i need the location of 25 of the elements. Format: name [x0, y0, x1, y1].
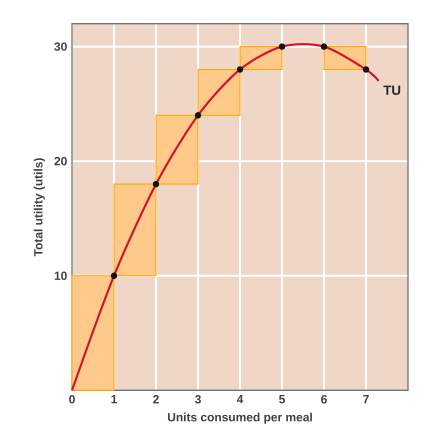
bar	[71, 275, 115, 391]
point	[278, 43, 286, 50]
x-tick-label: 6	[321, 395, 327, 404]
x-tick-label: 5	[279, 395, 285, 404]
series-label: TU	[383, 86, 400, 95]
point	[362, 66, 370, 73]
x-tick-label: 4	[236, 395, 244, 404]
point	[152, 180, 160, 188]
point	[320, 43, 328, 50]
y-tick-label: 30	[54, 42, 67, 51]
point	[236, 66, 244, 73]
x-tick-label: 1	[111, 395, 117, 404]
x-tick-label: 7	[363, 395, 369, 404]
point	[194, 112, 202, 119]
point	[110, 272, 118, 279]
y-tick-label: 20	[54, 156, 67, 166]
bar	[155, 114, 199, 185]
bar	[197, 68, 241, 116]
y-tick-label: 10	[54, 272, 67, 280]
x-tick-label: 0	[69, 395, 75, 404]
x-tick-label: 2	[153, 395, 159, 404]
bar	[113, 184, 157, 276]
y-axis-title: Total utility (utils)	[34, 158, 45, 256]
x-tick-label: 3	[194, 395, 201, 404]
x-axis-title: Units consumed per meal	[168, 412, 312, 424]
